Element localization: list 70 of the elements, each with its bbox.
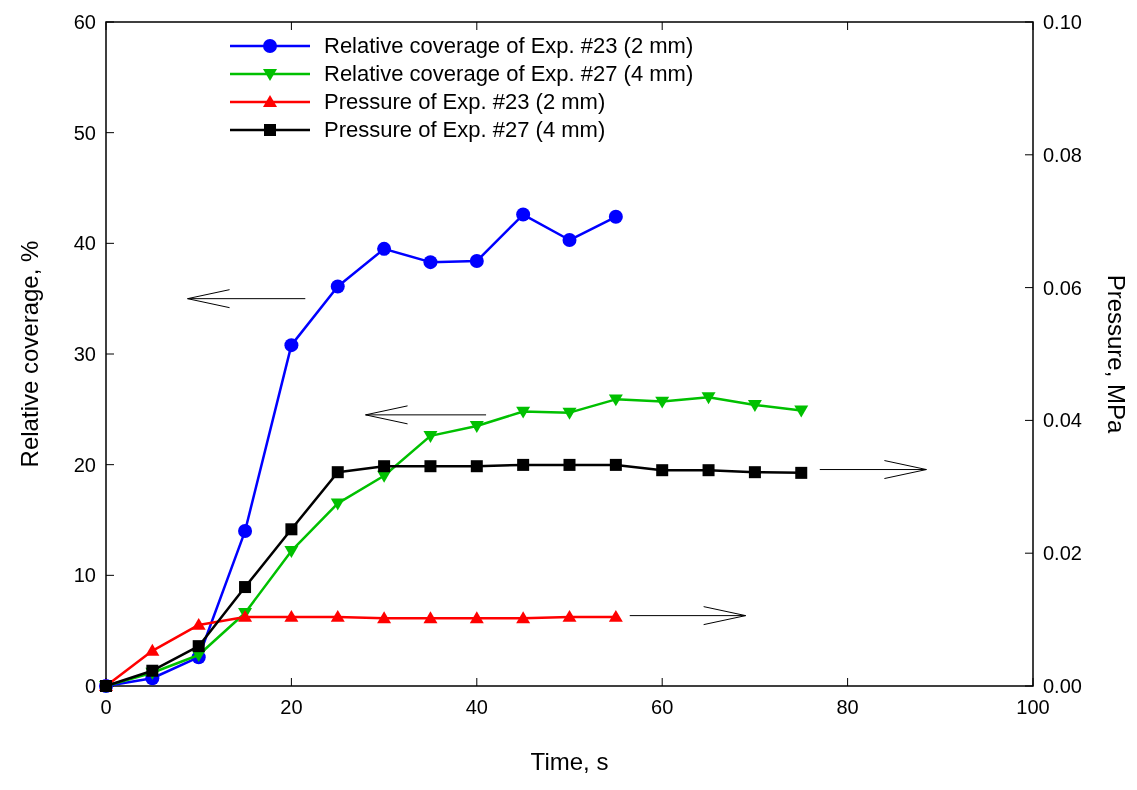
x-tick-label: 80 <box>836 696 859 718</box>
legend-label: Relative coverage of Exp. #27 (4 mm) <box>324 61 694 86</box>
point <box>378 460 391 473</box>
y-tick-label: 50 <box>73 121 96 144</box>
legend-label: Pressure of Exp. #23 (2 mm) <box>324 89 606 114</box>
point <box>423 430 438 443</box>
point <box>702 464 715 477</box>
y-tick-label: 60 <box>73 11 96 33</box>
y-tick-label: 0 <box>84 675 96 697</box>
x-tick-label: 100 <box>1016 696 1050 718</box>
y2-tick-label: 0.02 <box>1043 542 1082 565</box>
y-axis-title: Relative coverage, % <box>16 240 43 468</box>
x-axis-title: Time, s <box>530 748 609 775</box>
y2-tick-label: 0.04 <box>1043 409 1082 432</box>
point <box>517 458 530 471</box>
point <box>424 460 437 473</box>
point <box>747 400 762 412</box>
point <box>284 609 299 622</box>
x-tick-label: 0 <box>100 696 112 718</box>
point <box>516 611 531 624</box>
y-tick-label: 40 <box>73 232 96 255</box>
x-tick-label: 40 <box>465 696 488 718</box>
point <box>330 498 345 511</box>
point <box>656 464 669 477</box>
point <box>608 209 623 224</box>
point <box>516 207 531 222</box>
point <box>284 338 299 353</box>
point <box>330 279 345 294</box>
point <box>701 392 716 405</box>
x-tick-label: 60 <box>651 696 674 718</box>
point <box>423 255 438 270</box>
point <box>794 405 809 418</box>
point <box>469 254 484 269</box>
point <box>795 466 808 479</box>
point <box>469 611 484 624</box>
point <box>330 609 345 622</box>
y-tick-label: 20 <box>73 453 96 476</box>
y2-tick-label: 0.00 <box>1043 675 1082 697</box>
point <box>191 617 206 630</box>
point <box>563 458 576 471</box>
point <box>609 458 622 471</box>
legend-label: Relative coverage of Exp. #23 (2 mm) <box>324 33 694 58</box>
point <box>377 611 392 624</box>
point <box>608 394 623 407</box>
x-tick-label: 20 <box>280 696 303 718</box>
point <box>562 609 577 622</box>
legend-label: Pressure of Exp. #27 (4 mm) <box>324 117 606 142</box>
point <box>748 466 761 479</box>
point <box>516 406 531 419</box>
point <box>562 407 577 420</box>
point <box>285 523 298 536</box>
point <box>562 233 577 248</box>
y2-tick-label: 0.08 <box>1043 143 1082 166</box>
point <box>655 396 670 409</box>
y-tick-label: 30 <box>73 343 96 365</box>
point <box>377 241 392 256</box>
point <box>145 643 160 656</box>
point <box>423 611 438 624</box>
point <box>470 460 483 473</box>
point <box>469 421 484 433</box>
point <box>192 640 205 653</box>
y-tick-label: 10 <box>73 564 96 587</box>
point <box>608 609 623 622</box>
point <box>239 581 252 594</box>
y2-tick-label: 0.10 <box>1043 11 1082 33</box>
y2-axis-title: Pressure, MPa <box>1103 274 1130 435</box>
point <box>238 524 253 539</box>
y2-tick-label: 0.06 <box>1043 276 1082 299</box>
point <box>284 546 299 558</box>
point <box>331 466 344 479</box>
